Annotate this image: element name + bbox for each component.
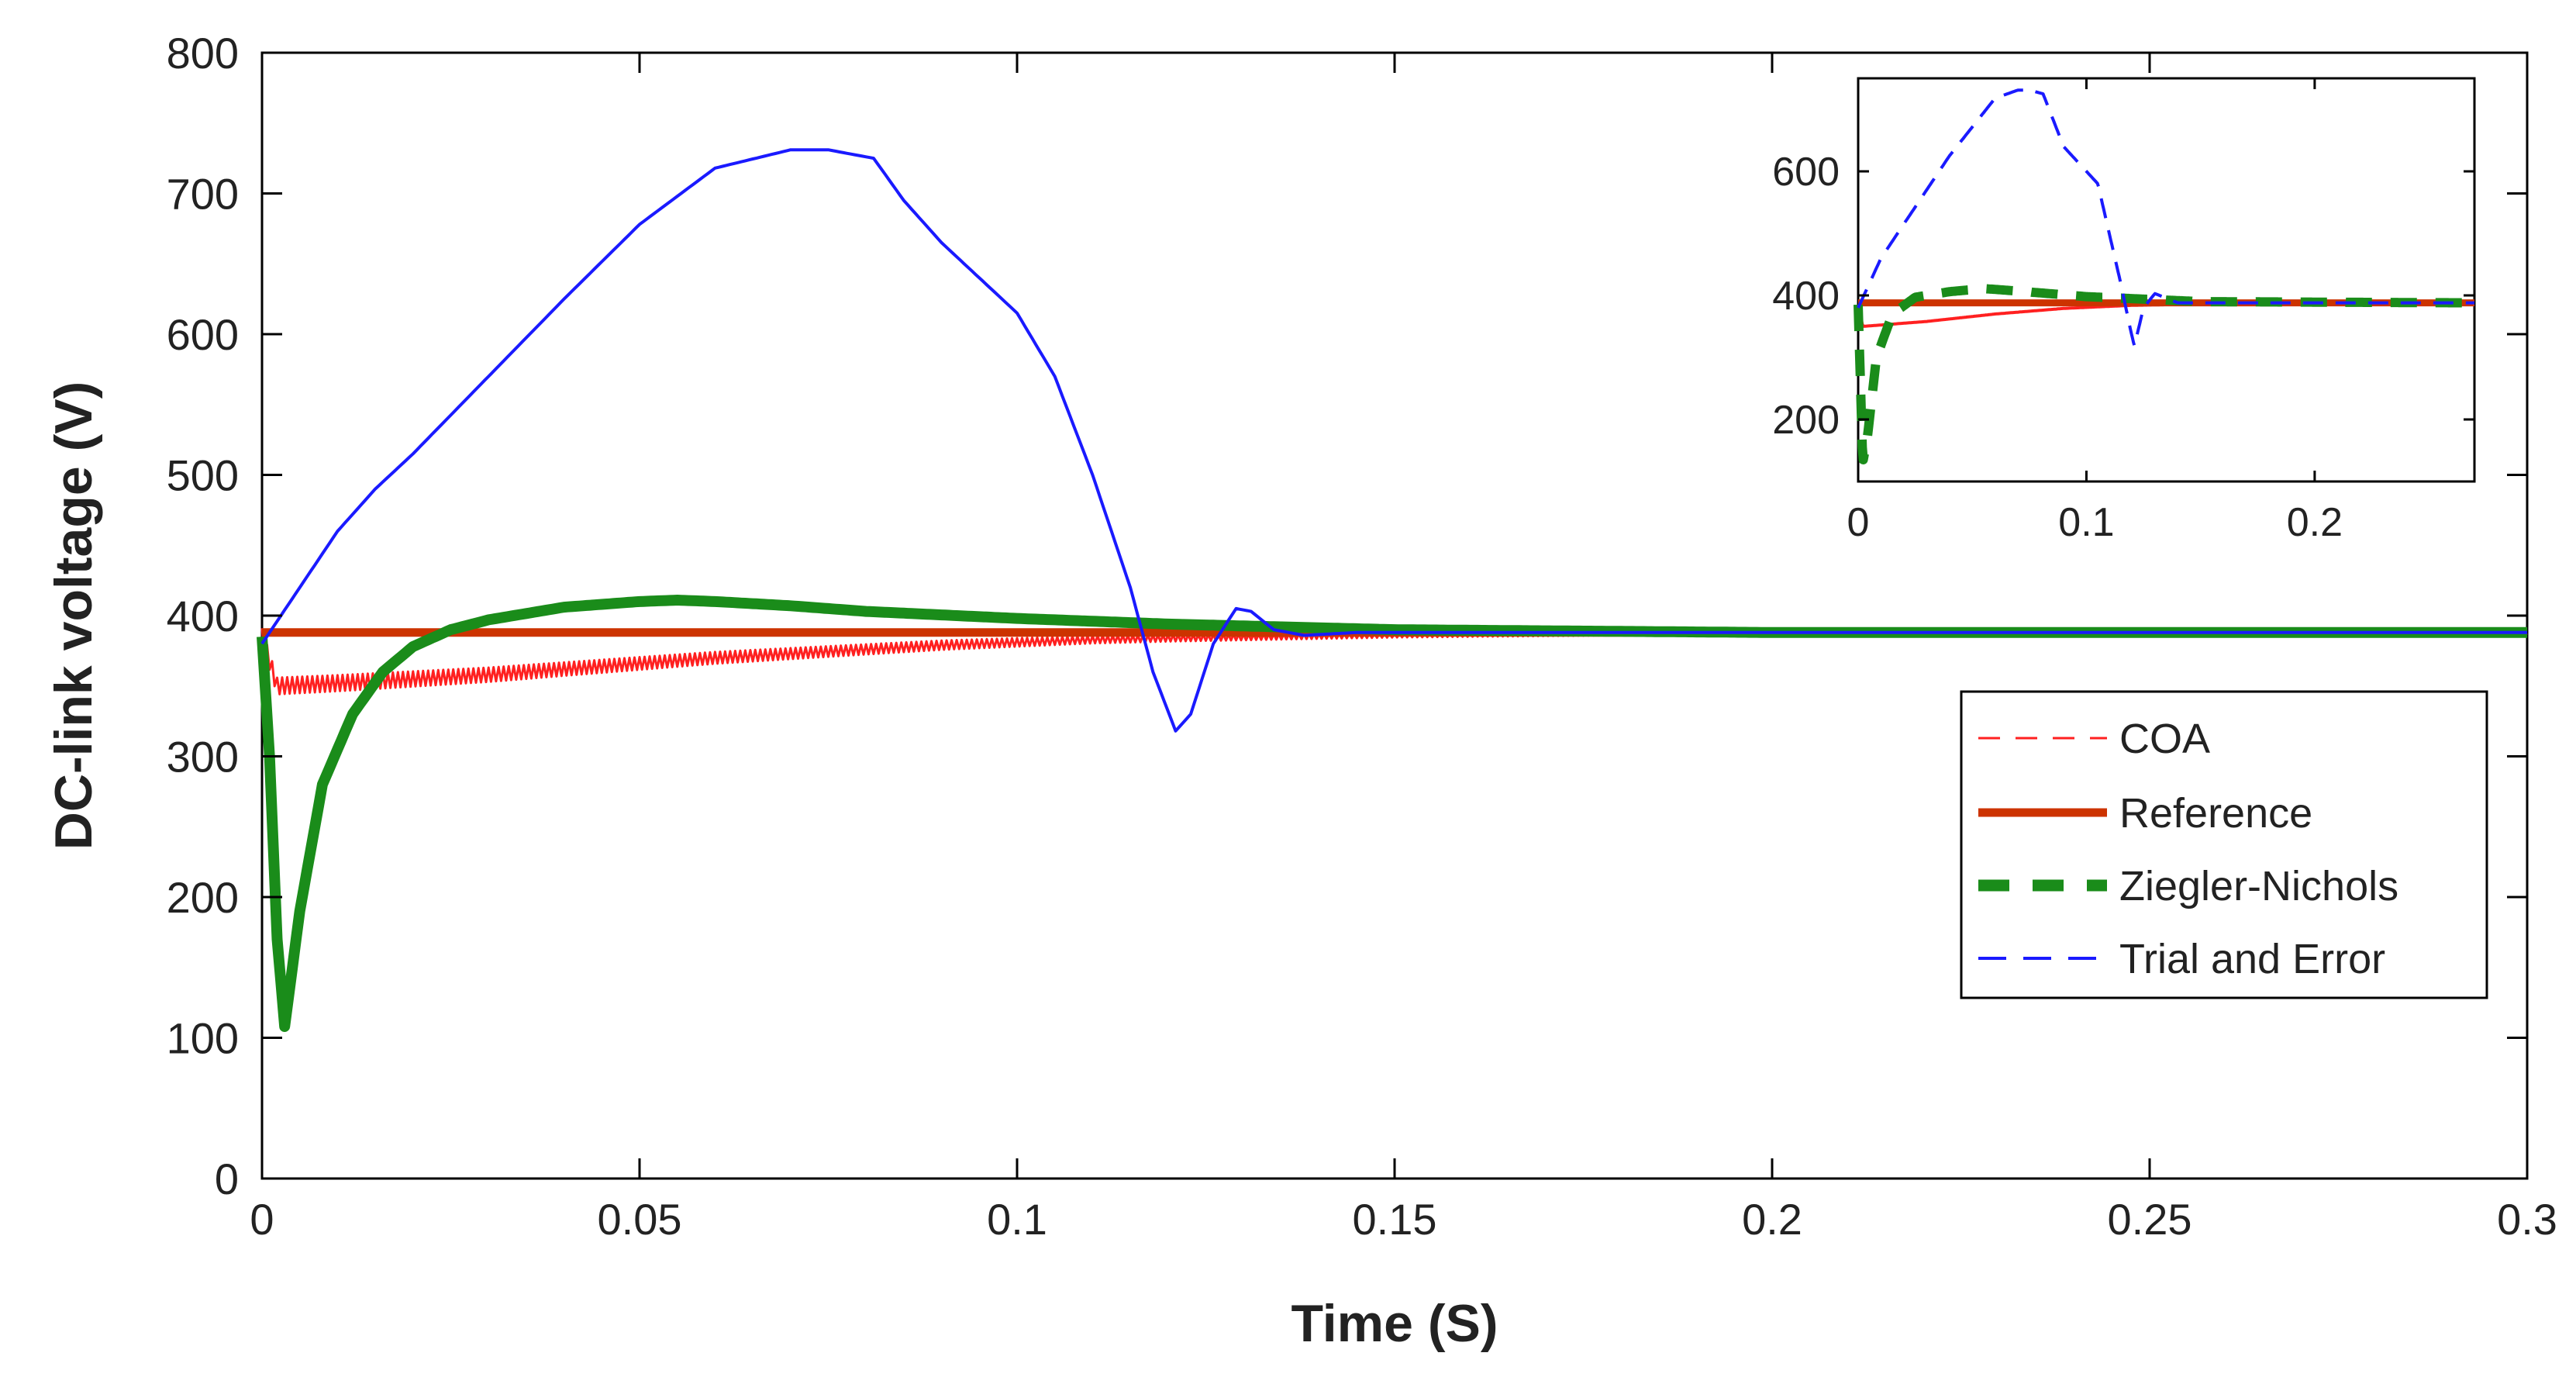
legend: COA Reference Ziegler-Nichols Trial and …	[1960, 690, 2488, 999]
inset-plot-area: 200 400 600 0 0.1 0.2	[1772, 77, 2478, 545]
main-y-tick-label: 100	[167, 1014, 239, 1063]
legend-label-trial-and-error: Trial and Error	[2119, 936, 2385, 982]
main-y-tick-label: 400	[167, 592, 239, 640]
main-y-tick-label: 0	[215, 1154, 239, 1203]
main-x-tick-label: 0.25	[2108, 1195, 2192, 1244]
legend-box	[1960, 690, 2488, 999]
inset-series-group	[1854, 88, 2478, 464]
main-y-tick-label: 600	[167, 310, 239, 359]
main-x-tick-label: 0	[250, 1195, 274, 1244]
main-y-ticks: 0 100 200 300 400 500 600 700 800	[167, 29, 2527, 1203]
legend-label-reference: Reference	[2119, 790, 2312, 837]
inset-plot-frame	[1857, 77, 2476, 483]
main-y-tick-label: 200	[167, 873, 239, 922]
legend-label-ziegler-nichols: Ziegler-Nichols	[2119, 863, 2398, 909]
main-series-line-trial-and-error	[260, 148, 2527, 733]
inset-x-tick-label: 0.2	[2287, 500, 2343, 545]
inset-x-tick-label: 0	[1847, 500, 1870, 545]
main-x-tick-label: 0.2	[1742, 1195, 1802, 1244]
inset-y-tick-label: 600	[1772, 150, 1840, 195]
main-y-tick-label: 500	[167, 451, 239, 500]
main-x-tick-label: 0.1	[987, 1195, 1047, 1244]
y-axis-label: DC-link voltage (V)	[44, 381, 103, 851]
main-y-tick-label: 700	[167, 170, 239, 219]
inset-x-tick-label: 0.1	[2058, 500, 2114, 545]
x-axis-label: Time (S)	[1291, 1294, 1498, 1353]
main-x-ticks: 0 0.05 0.1 0.15 0.2 0.25 0.3	[250, 53, 2557, 1244]
inset-y-tick-label: 400	[1772, 274, 1840, 319]
inset-x-ticks: 0 0.1 0.2	[1847, 78, 2343, 545]
main-y-tick-label: 800	[167, 29, 239, 78]
main-x-tick-label: 0.15	[1353, 1195, 1437, 1244]
main-x-tick-label: 0.05	[598, 1195, 682, 1244]
main-x-tick-label: 0.3	[2497, 1195, 2557, 1244]
main-y-tick-label: 300	[167, 733, 239, 782]
inset-y-tick-label: 200	[1772, 398, 1840, 443]
inset-series-line-trial-and-error	[1857, 88, 2475, 347]
main-series-group	[257, 148, 2529, 1032]
legend-label-coa: COA	[2119, 716, 2210, 762]
inset-y-ticks: 200 400 600	[1772, 150, 2474, 443]
